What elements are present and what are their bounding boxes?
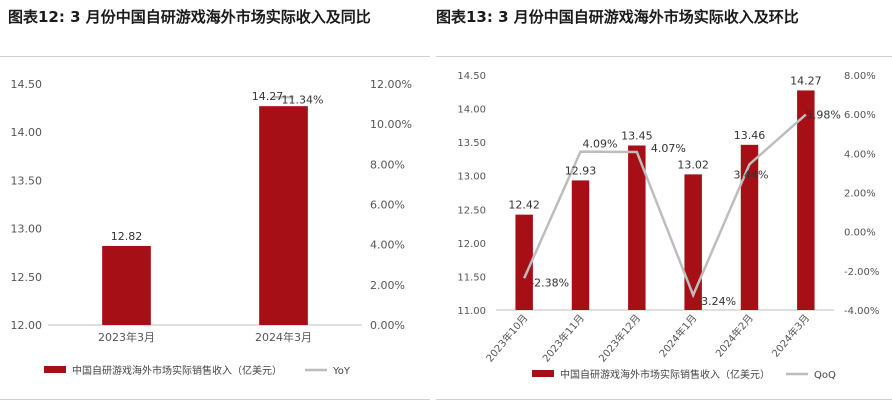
left-chart-legend-bar-label: 中国自研游戏海外市场实际销售收入（亿美元） — [72, 364, 282, 377]
right-chart-bar-data-label: 13.45 — [621, 130, 653, 143]
right-chart-legend-bar-label: 中国自研游戏海外市场实际销售收入（亿美元） — [560, 368, 770, 381]
right-chart-ytick-label: 12.00 — [457, 239, 486, 250]
left-chart-bar-data-label: 12.82 — [111, 230, 143, 243]
left-chart-y2tick-label: 12.00% — [370, 78, 412, 91]
left-chart-bar-data-label: 14.27 — [252, 90, 284, 103]
right-chart-category-label: 2023年10月 — [483, 312, 530, 365]
left-chart-bar — [102, 245, 151, 325]
right-chart-bar-data-label: 14.27 — [790, 74, 822, 87]
right-chart-y2tick-label: -2.00% — [844, 267, 879, 278]
right-chart-bar — [684, 174, 702, 310]
right-chart-category-label: 2023年12月 — [596, 312, 643, 365]
right-chart-ytick-label: 11.50 — [457, 272, 486, 283]
right-chart-bar — [515, 214, 533, 310]
chart-title-left: 图表12: 3 月份中国自研游戏海外市场实际收入及同比 — [8, 8, 371, 26]
right-chart-line-data-label: 4.09% — [583, 138, 618, 151]
left-chart-y2tick-label: 10.00% — [370, 118, 412, 131]
right-chart-legend-bar-swatch — [532, 370, 554, 377]
right-chart-bar — [571, 180, 590, 310]
right-chart-bar-data-label: 12.42 — [508, 199, 540, 212]
right-chart-ytick-label: 12.50 — [457, 205, 486, 216]
right-chart-y2tick-label: 4.00% — [844, 149, 876, 160]
left-chart-ytick-label: 14.00 — [11, 126, 43, 139]
left-chart-ytick-label: 14.50 — [11, 78, 43, 91]
left-chart-line-data-label: 11.34% — [282, 93, 324, 106]
left-chart-y2tick-label: 6.00% — [370, 199, 405, 212]
chart-panel-right: 11.00 11.50 12.00 12.50 13.00 13.50 14.00 14.50… — [436, 56, 892, 400]
right-chart-category-label: 2024年3月 — [769, 312, 812, 360]
right-chart-line-data-label: -2.38% — [530, 276, 569, 289]
right-chart-y2tick-label: 8.00% — [844, 71, 876, 82]
left-chart-y2tick-label: 2.00% — [370, 279, 405, 292]
left-chart-legend-line-label: YoY — [332, 366, 351, 377]
right-chart-y2tick-label: 0.00% — [844, 228, 876, 239]
right-chart-category-label: 2024年1月 — [656, 312, 699, 360]
right-chart-ytick-label: 13.50 — [457, 138, 486, 149]
right-chart-line-data-label: -3.24% — [697, 295, 736, 308]
right-chart-ytick-label: 11.00 — [457, 306, 486, 317]
left-chart-legend-bar-swatch — [44, 366, 66, 373]
right-chart-line-data-label: 5.98% — [806, 109, 841, 122]
right-chart-line-series — [523, 113, 807, 299]
right-chart-y2tick-label: 2.00% — [844, 189, 876, 200]
left-chart-y2tick-label: 0.00% — [370, 319, 405, 332]
left-chart-y2tick-label: 4.00% — [370, 239, 405, 252]
right-chart-bar-data-label: 12.93 — [565, 164, 597, 177]
left-chart-ytick-label: 13.00 — [11, 223, 43, 236]
left-chart-y2tick-label: 8.00% — [370, 158, 405, 171]
left-chart-category-label: 2023年3月 — [98, 330, 155, 344]
left-chart-ytick-label: 12.00 — [11, 319, 43, 332]
right-chart-category-label: 2023年11月 — [539, 312, 586, 365]
right-chart-ytick-label: 14.00 — [457, 105, 486, 116]
chart-left-svg: 12.00 12.50 13.00 13.50 14.00 14.50 0.00% 2.00%… — [11, 78, 412, 377]
right-chart-legend-line-label: QoQ — [814, 370, 836, 381]
chart-title-right: 图表13: 3 月份中国自研游戏海外市场实际收入及环比 — [436, 8, 799, 26]
right-chart-ytick-label: 14.50 — [457, 71, 486, 82]
left-chart-bar — [259, 106, 308, 325]
chart-panel-left: 12.00 12.50 13.00 13.50 14.00 14.50 0.00% 2.00%… — [0, 56, 430, 400]
right-chart-bar — [740, 144, 759, 310]
chart-right-svg: 11.00 11.50 12.00 12.50 13.00 13.50 14.00 14.50… — [457, 71, 879, 381]
left-chart-category-label: 2024年3月 — [255, 330, 312, 344]
right-chart-bar-data-label: 13.02 — [677, 158, 709, 171]
right-chart-y2tick-label: -4.00% — [844, 306, 879, 317]
right-chart-line-data-label: 3.44% — [734, 168, 769, 181]
left-chart-ytick-label: 13.50 — [11, 174, 43, 187]
right-chart-bar-data-label: 13.46 — [734, 129, 766, 142]
right-chart-bar — [797, 90, 815, 310]
right-chart-category-label: 2024年2月 — [713, 312, 756, 360]
left-chart-ytick-label: 12.50 — [11, 271, 43, 284]
right-chart-bar — [628, 145, 646, 310]
right-chart-line-data-label: 4.07% — [651, 142, 686, 155]
right-chart-y2tick-label: 6.00% — [844, 110, 876, 121]
right-chart-ytick-label: 13.00 — [457, 172, 486, 183]
